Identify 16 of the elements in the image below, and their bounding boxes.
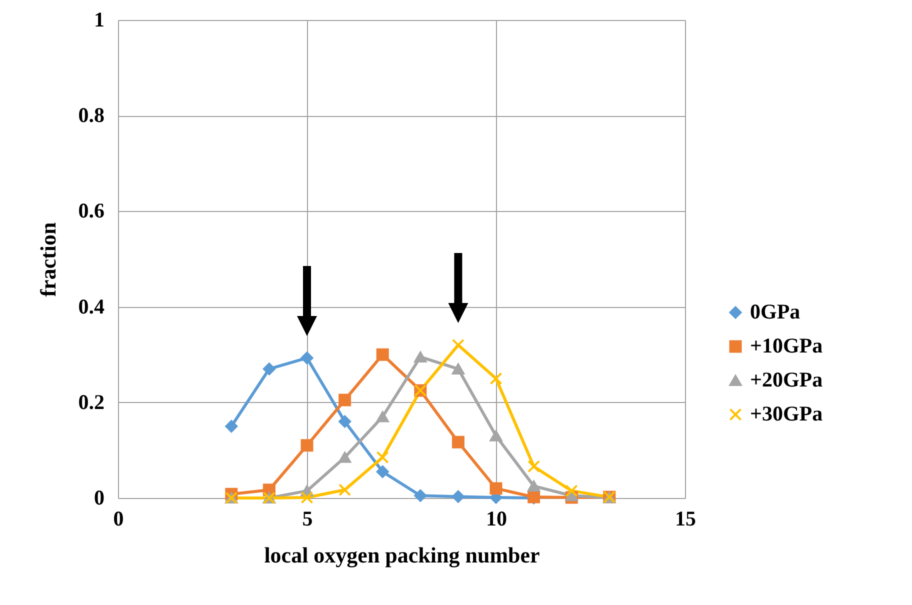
y-tick-label: 1: [94, 8, 104, 32]
y-axis-title: fraction: [35, 222, 60, 297]
y-tick-label: 0.2: [78, 390, 104, 414]
y-tick-label: 0: [94, 486, 104, 510]
legend-label: 0GPa: [750, 300, 801, 324]
legend-label: +30GPa: [750, 402, 824, 426]
y-tick-label: 0.8: [78, 103, 104, 128]
legend-label: +10GPa: [750, 334, 824, 358]
y-tick-label: 0.6: [78, 198, 104, 223]
x-tick-label: 15: [675, 506, 696, 530]
x-tick-label: 10: [486, 506, 507, 530]
x-axis-title: local oxygen packing number: [264, 542, 540, 568]
x-tick-label: 0: [113, 506, 124, 530]
y-tick-label: 0.4: [78, 294, 105, 318]
legend-label: +20GPa: [750, 368, 824, 392]
x-tick-label: 5: [302, 506, 313, 530]
